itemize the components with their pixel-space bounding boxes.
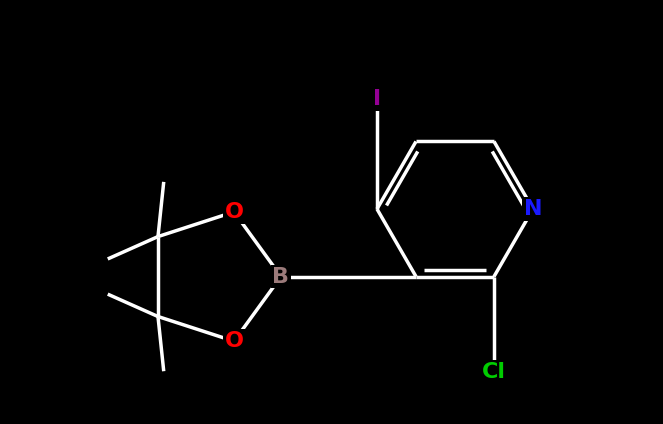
Text: O: O [225, 202, 243, 222]
Text: N: N [524, 199, 542, 219]
Text: I: I [373, 89, 381, 109]
Text: B: B [272, 267, 290, 287]
Text: O: O [225, 331, 243, 351]
Text: Cl: Cl [482, 362, 506, 382]
